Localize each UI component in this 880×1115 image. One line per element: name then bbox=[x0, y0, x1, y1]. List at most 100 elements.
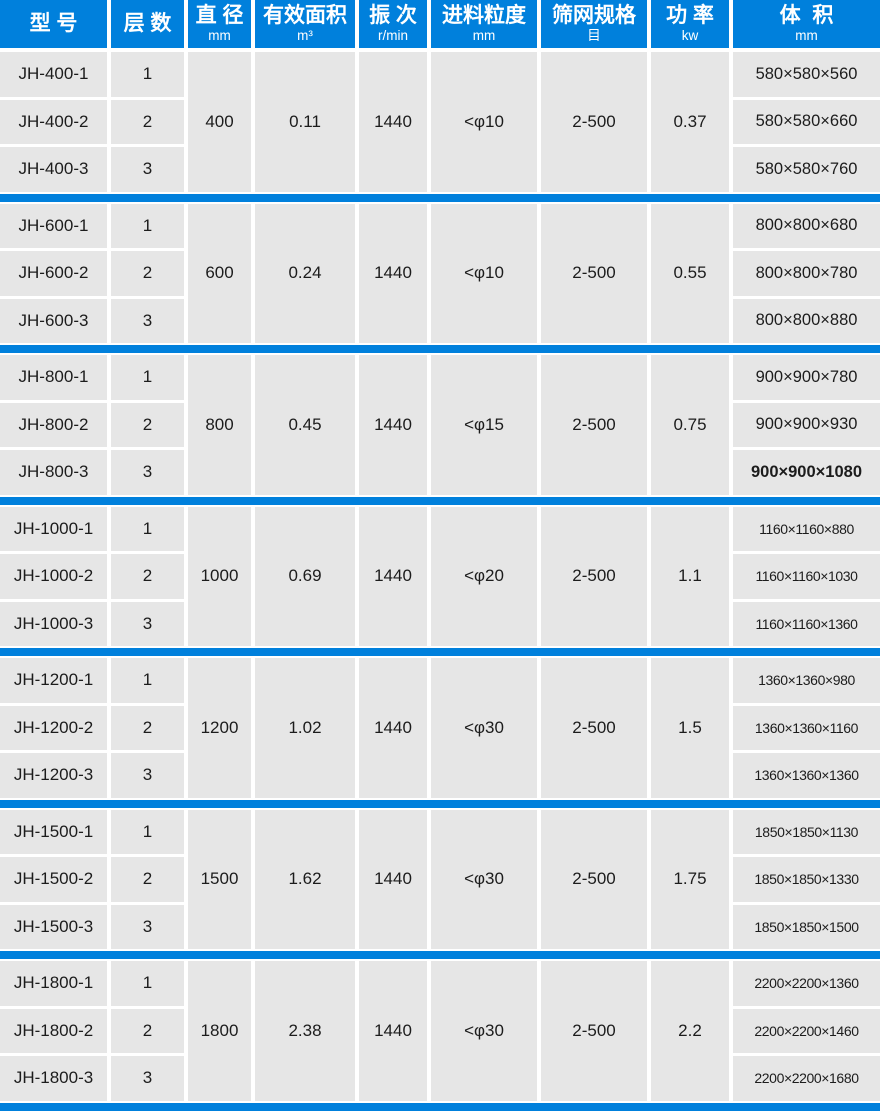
table-header-row: 型 号 层 数 直 径 mm 有效面积 m³ 振 次 r/min 进料粒度 mm… bbox=[0, 0, 880, 48]
volume-cell: 1360×1360×1160 bbox=[733, 705, 880, 750]
header-cell-vibration: 振 次 r/min bbox=[359, 0, 427, 48]
volume-cell: 900×900×780 bbox=[733, 355, 880, 400]
volume-cell: 800×800×680 bbox=[733, 203, 880, 248]
diameter-cell: 800 bbox=[188, 355, 251, 495]
vibration-cell: 1440 bbox=[359, 355, 427, 495]
header-label-diameter: 直 径 bbox=[195, 3, 244, 27]
effective-area-cell: 1.62 bbox=[255, 809, 355, 949]
model-cell: JH-1200-3 bbox=[0, 753, 107, 798]
volume-cell: 1360×1360×1360 bbox=[733, 753, 880, 798]
header-unit-vibration: r/min bbox=[378, 27, 408, 43]
feed-size-cell: <φ10 bbox=[431, 52, 537, 192]
vibration-cell: 1440 bbox=[359, 506, 427, 646]
layers-cell: 2 bbox=[111, 402, 184, 447]
layers-cell: 1 bbox=[111, 961, 184, 1006]
header-label-vibration: 振 次 bbox=[369, 3, 417, 27]
layers-cell: 2 bbox=[111, 1008, 184, 1053]
mesh-cell: 2-500 bbox=[541, 355, 647, 495]
volume-cell: 1160×1160×1030 bbox=[733, 554, 880, 599]
feed-size-cell: <φ30 bbox=[431, 658, 537, 798]
layers-cell: 1 bbox=[111, 203, 184, 248]
group-separator-bar bbox=[0, 648, 880, 656]
layers-cell: 1 bbox=[111, 658, 184, 703]
group-separator-bar bbox=[0, 193, 880, 202]
effective-area-cell: 1.02 bbox=[255, 658, 355, 798]
vibration-cell: 1440 bbox=[359, 203, 427, 343]
header-label-feed-size: 进料粒度 bbox=[442, 3, 526, 27]
volume-cell: 1360×1360×980 bbox=[733, 658, 880, 703]
effective-area-cell: 2.38 bbox=[255, 961, 355, 1101]
model-cell: JH-800-1 bbox=[0, 355, 107, 400]
model-cell: JH-1500-1 bbox=[0, 809, 107, 854]
layers-cell: 3 bbox=[111, 450, 184, 495]
volume-cell: 1850×1850×1500 bbox=[733, 904, 880, 949]
vibration-cell: 1440 bbox=[359, 658, 427, 798]
power-cell: 2.2 bbox=[651, 961, 729, 1101]
layers-cell: 3 bbox=[111, 147, 184, 192]
volume-cell: 580×580×560 bbox=[733, 52, 880, 97]
header-cell-model: 型 号 bbox=[0, 0, 107, 48]
model-cell: JH-1500-3 bbox=[0, 904, 107, 949]
model-cell: JH-400-1 bbox=[0, 52, 107, 97]
spec-group: JH-1500-1 JH-1500-2 JH-1500-3 1 2 3 1500… bbox=[0, 809, 880, 949]
spec-group: JH-600-1 JH-600-2 JH-600-3 1 2 3 600 0.2… bbox=[0, 203, 880, 343]
model-cell: JH-600-3 bbox=[0, 298, 107, 343]
header-cell-feed-size: 进料粒度 mm bbox=[431, 0, 537, 48]
header-cell-effective-area: 有效面积 m³ bbox=[255, 0, 355, 48]
model-cell: JH-600-2 bbox=[0, 251, 107, 296]
spec-group: JH-1000-1 JH-1000-2 JH-1000-3 1 2 3 1000… bbox=[0, 506, 880, 646]
vibration-cell: 1440 bbox=[359, 809, 427, 949]
header-cell-power: 功 率 kw bbox=[651, 0, 729, 48]
model-cell: JH-400-2 bbox=[0, 99, 107, 144]
layers-cell: 2 bbox=[111, 705, 184, 750]
volume-cell: 1160×1160×1360 bbox=[733, 601, 880, 646]
effective-area-cell: 0.11 bbox=[255, 52, 355, 192]
group-separator-bar bbox=[0, 345, 880, 353]
power-cell: 1.1 bbox=[651, 506, 729, 646]
mesh-cell: 2-500 bbox=[541, 658, 647, 798]
effective-area-cell: 0.45 bbox=[255, 355, 355, 495]
feed-size-cell: <φ10 bbox=[431, 203, 537, 343]
header-label-volume: 体 积 bbox=[779, 3, 834, 27]
group-separator-bar bbox=[0, 951, 880, 959]
mesh-cell: 2-500 bbox=[541, 809, 647, 949]
vibration-cell: 1440 bbox=[359, 961, 427, 1101]
layers-cell: 1 bbox=[111, 355, 184, 400]
volume-cell: 1850×1850×1330 bbox=[733, 857, 880, 902]
header-label-model: 型 号 bbox=[29, 11, 78, 35]
layers-cell: 3 bbox=[111, 1056, 184, 1101]
vibration-cell: 1440 bbox=[359, 52, 427, 192]
header-label-effective-area: 有效面积 bbox=[263, 3, 347, 27]
layers-cell: 1 bbox=[111, 809, 184, 854]
header-label-power: 功 率 bbox=[666, 3, 714, 27]
layers-cell: 2 bbox=[111, 251, 184, 296]
model-cell: JH-1200-1 bbox=[0, 658, 107, 703]
volume-cell: 1160×1160×880 bbox=[733, 506, 880, 551]
header-cell-layers: 层 数 bbox=[111, 0, 184, 48]
model-cell: JH-600-1 bbox=[0, 203, 107, 248]
model-cell: JH-1000-1 bbox=[0, 506, 107, 551]
layers-cell: 1 bbox=[111, 506, 184, 551]
model-cell: JH-1000-2 bbox=[0, 554, 107, 599]
model-cell: JH-400-3 bbox=[0, 147, 107, 192]
model-cell: JH-1800-1 bbox=[0, 961, 107, 1006]
header-unit-mesh: 目 bbox=[587, 27, 601, 43]
header-cell-volume: 体 积 mm bbox=[733, 0, 880, 48]
spec-group: JH-1200-1 JH-1200-2 JH-1200-3 1 2 3 1200… bbox=[0, 658, 880, 798]
model-cell: JH-1500-2 bbox=[0, 857, 107, 902]
header-unit-diameter: mm bbox=[208, 27, 231, 43]
mesh-cell: 2-500 bbox=[541, 506, 647, 646]
diameter-cell: 1500 bbox=[188, 809, 251, 949]
feed-size-cell: <φ30 bbox=[431, 809, 537, 949]
spec-group: JH-1800-1 JH-1800-2 JH-1800-3 1 2 3 1800… bbox=[0, 961, 880, 1101]
mesh-cell: 2-500 bbox=[541, 52, 647, 192]
layers-cell: 3 bbox=[111, 753, 184, 798]
spec-group: JH-800-1 JH-800-2 JH-800-3 1 2 3 800 0.4… bbox=[0, 355, 880, 495]
group-separator-bar bbox=[0, 496, 880, 505]
diameter-cell: 1000 bbox=[188, 506, 251, 646]
spec-group: JH-400-1 JH-400-2 JH-400-3 1 2 3 400 0.1… bbox=[0, 52, 880, 192]
volume-cell: 580×580×760 bbox=[733, 147, 880, 192]
model-cell: JH-1200-2 bbox=[0, 705, 107, 750]
header-unit-power: kw bbox=[681, 27, 699, 43]
header-unit-volume: mm bbox=[795, 27, 818, 43]
